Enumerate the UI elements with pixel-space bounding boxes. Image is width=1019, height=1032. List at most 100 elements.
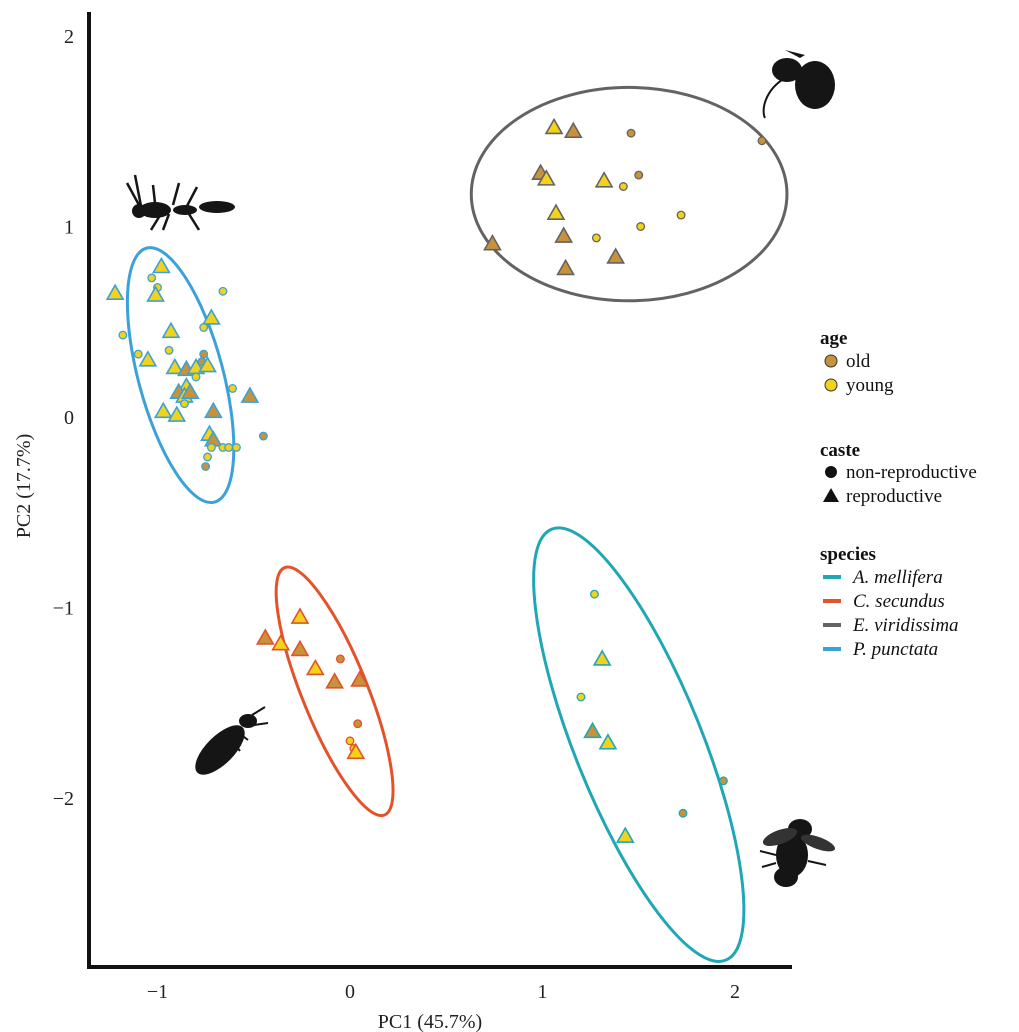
point-circle: [133, 349, 143, 359]
point-triangle: [350, 670, 370, 687]
termite-silhouette-icon: [195, 706, 269, 775]
y-tick-label: 1: [64, 217, 74, 239]
point-circle: [199, 323, 209, 332]
point-triangle: [544, 117, 564, 135]
point-circle: [164, 345, 174, 355]
point-circle: [757, 136, 767, 146]
legend-species-swatch: [823, 599, 841, 603]
legend-heading-caste: caste: [820, 440, 860, 461]
legend-species-label: E. viridissima: [852, 615, 959, 636]
point-triangle: [146, 285, 165, 302]
legend-species-label: C. secundus: [853, 591, 945, 612]
legend-age-young-label: young: [846, 375, 894, 396]
legend-caste-circle-icon: [825, 466, 837, 478]
point-triangle: [290, 607, 310, 624]
ellipse-e-viridissima: [469, 85, 789, 303]
point-circle: [590, 589, 599, 599]
point-circle: [719, 776, 728, 786]
point-circle: [206, 443, 216, 452]
x-tick-label: 0: [345, 981, 355, 1003]
y-tick-label: −1: [53, 598, 74, 620]
y-tick-label: 2: [64, 26, 74, 48]
point-circle: [118, 330, 128, 340]
point-circle: [228, 383, 238, 393]
point-circle: [224, 443, 234, 452]
point-triangle: [546, 203, 566, 220]
point-triangle: [556, 258, 575, 276]
point-circle: [678, 808, 688, 818]
point-triangle: [598, 733, 618, 750]
point-triangle: [165, 357, 185, 375]
point-triangle: [180, 382, 200, 400]
point-circle: [201, 462, 211, 471]
point-circle: [353, 719, 363, 729]
point-triangle: [167, 405, 187, 422]
point-triangle: [563, 121, 583, 139]
point-circle: [203, 452, 212, 462]
legend-age-young-swatch: [824, 378, 838, 392]
legend-age-old-label: old: [846, 351, 871, 372]
point-circle: [191, 372, 201, 382]
point-triangle: [305, 658, 325, 676]
point-circle: [591, 233, 601, 243]
honeybee-silhouette-icon: [759, 819, 836, 887]
y-tick-label: 0: [64, 407, 74, 429]
point-triangle: [606, 247, 626, 264]
x-tick-label: 2: [730, 981, 740, 1003]
point-triangle: [105, 283, 125, 300]
legend-species-label: A. mellifera: [851, 567, 943, 588]
point-triangle: [594, 171, 614, 188]
ant-silhouette-icon: [125, 174, 235, 231]
point-triangle: [240, 386, 260, 403]
point-circle: [626, 128, 636, 138]
point-circle: [618, 182, 628, 191]
x-tick-label: −1: [147, 981, 168, 1003]
point-triangle: [483, 234, 502, 251]
point-circle: [576, 692, 586, 702]
point-circle: [335, 654, 345, 664]
point-circle: [231, 443, 241, 452]
point-circle: [258, 431, 268, 441]
point-circle: [179, 399, 189, 409]
point-circle: [634, 170, 644, 180]
legend-species-swatch: [823, 623, 841, 627]
legend-caste-label: reproductive: [846, 486, 942, 507]
point-circle: [345, 736, 355, 746]
point-triangle: [138, 350, 158, 367]
point-triangle: [198, 355, 217, 373]
legend-caste-triangle-icon: [823, 488, 839, 502]
point-triangle: [615, 826, 635, 843]
legend-age-old-swatch: [824, 354, 838, 368]
x-axis-title: PC1 (45.7%): [378, 1011, 482, 1032]
point-triangle: [592, 649, 612, 666]
x-tick-labels: −1 0 1 2: [147, 981, 740, 1003]
point-triangle: [346, 742, 366, 760]
point-circle: [636, 222, 646, 231]
x-tick-label: 1: [538, 981, 548, 1003]
point-circle: [199, 349, 209, 359]
legend-species-swatch: [823, 647, 841, 651]
point-circle: [218, 286, 228, 296]
point-triangle: [202, 308, 221, 325]
point-triangle: [554, 226, 574, 243]
ellipse-a-mellifera: [532, 526, 746, 963]
legend: age old young caste non-reproductive repro…: [820, 328, 977, 660]
point-triangle: [161, 321, 181, 339]
y-tick-labels: 2 1 0 −1 −2: [53, 26, 74, 810]
legend-caste-label: non-reproductive: [846, 462, 977, 483]
point-triangle: [536, 169, 556, 186]
point-triangle: [203, 401, 223, 419]
bee-silhouette-icon: [762, 50, 835, 119]
point-triangle: [255, 628, 275, 645]
species-ellipses: [125, 85, 789, 963]
legend-species-swatch: [823, 575, 841, 579]
data-points: [105, 117, 767, 843]
legend-heading-species: species: [820, 544, 876, 565]
point-triangle: [271, 634, 291, 651]
legend-heading-age: age: [820, 328, 847, 349]
point-circle: [676, 210, 686, 220]
point-triangle: [290, 639, 310, 657]
point-triangle: [325, 672, 344, 689]
point-triangle: [583, 721, 602, 739]
